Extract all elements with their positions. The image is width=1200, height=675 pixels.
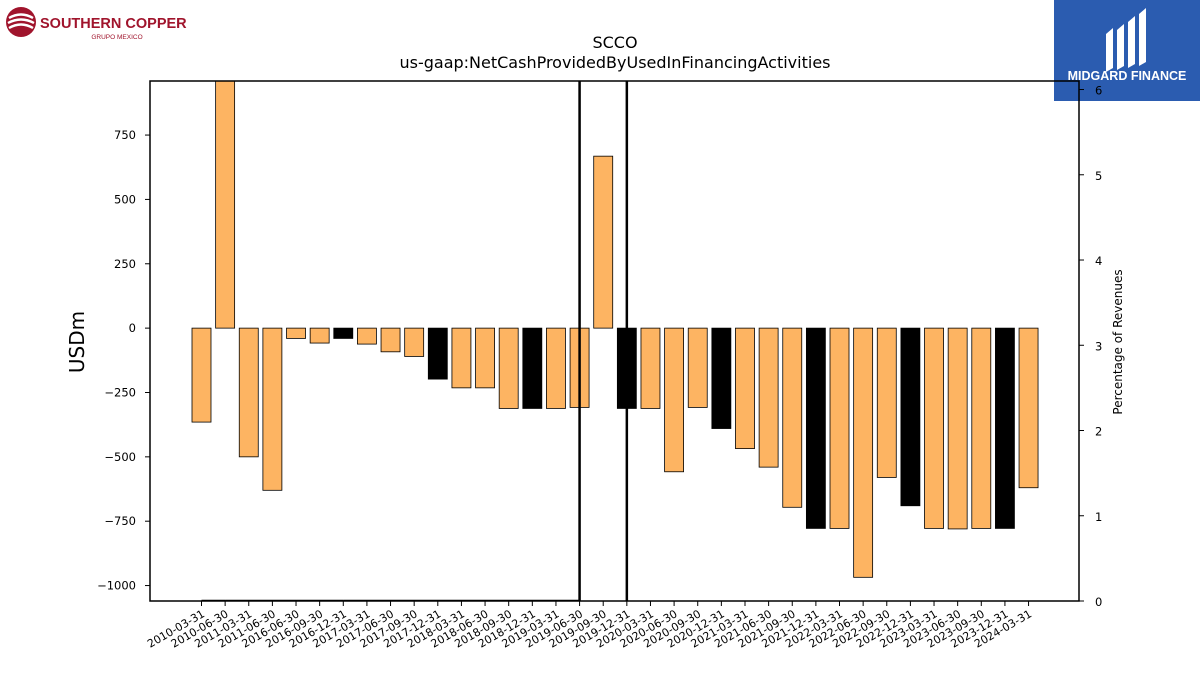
bar xyxy=(498,327,519,409)
bar xyxy=(947,327,968,530)
bar xyxy=(427,327,448,380)
y2-tick-label: 5 xyxy=(1095,169,1102,183)
y-tick-label: −750 xyxy=(104,514,136,528)
y2-tick-label: 3 xyxy=(1095,339,1102,353)
y2-tick-label: 0 xyxy=(1095,595,1102,609)
midgard-finance-logo: MIDGARD FINANCE xyxy=(1054,0,1200,101)
bar xyxy=(262,327,283,491)
bar xyxy=(711,327,732,429)
y-tick-label: 0 xyxy=(129,321,136,335)
bar xyxy=(735,327,755,450)
y-axis-label: USDm xyxy=(65,311,89,373)
y2-axis-label: Percentage of Revenues xyxy=(1111,269,1125,414)
percentage-line xyxy=(201,81,629,601)
bar xyxy=(995,327,1015,529)
y-tick-label: −250 xyxy=(104,385,136,399)
bar xyxy=(664,327,684,473)
y-tick-label: −500 xyxy=(104,450,136,464)
x-axis-ticks: 2010-03-312010-06-302011-03-312011-06-30… xyxy=(145,601,1034,651)
bar xyxy=(357,327,377,345)
bar xyxy=(900,327,921,507)
bar xyxy=(380,327,401,353)
bar xyxy=(238,327,259,458)
southern-copper-logo: SOUTHERN COPPER GRUPO MEXICO xyxy=(4,4,194,44)
svg-text:MIDGARD FINANCE: MIDGARD FINANCE xyxy=(1068,69,1187,83)
bar xyxy=(191,327,212,423)
y2-tick-label: 6 xyxy=(1095,84,1102,98)
bar xyxy=(782,327,803,508)
bar xyxy=(687,327,708,408)
y2-axis-ticks: 0 1 2 3 4 5 6 xyxy=(1079,84,1102,609)
y-tick-label: 750 xyxy=(114,128,136,142)
bar xyxy=(451,327,472,389)
bar xyxy=(829,327,850,529)
bar xyxy=(640,327,661,409)
bar xyxy=(924,327,944,529)
y2-tick-label: 1 xyxy=(1095,510,1102,524)
bar xyxy=(593,155,614,329)
y2-tick-label: 4 xyxy=(1095,254,1102,268)
bar xyxy=(286,327,306,339)
bar xyxy=(971,327,992,529)
chart-subtitle: us-gaap:NetCashProvidedByUsedInFinancing… xyxy=(399,53,830,72)
y2-tick-label: 2 xyxy=(1095,425,1102,439)
bars xyxy=(191,80,1039,578)
bar xyxy=(522,327,543,409)
plot-frame xyxy=(149,80,1080,602)
copper-emblem-icon xyxy=(6,7,36,37)
bar xyxy=(333,327,354,339)
y-tick-label: −1000 xyxy=(97,579,136,593)
bar xyxy=(1018,327,1039,489)
bar xyxy=(758,327,779,468)
bar xyxy=(805,327,826,529)
bar xyxy=(546,327,566,409)
y-tick-label: 500 xyxy=(114,192,136,206)
bar xyxy=(404,327,425,357)
y-tick-label: 250 xyxy=(114,257,136,271)
midgard-emblem-icon xyxy=(1106,8,1146,72)
chart-title: SCCO xyxy=(592,33,637,52)
bar xyxy=(475,327,495,389)
bar xyxy=(309,327,330,344)
svg-text:SOUTHERN COPPER: SOUTHERN COPPER xyxy=(40,16,187,32)
svg-text:GRUPO MEXICO: GRUPO MEXICO xyxy=(91,34,142,41)
bar xyxy=(876,327,897,478)
y-axis-ticks: −1000 −750 −500 −250 0 250 500 750 xyxy=(97,128,150,593)
bar xyxy=(215,80,236,329)
bar xyxy=(853,327,874,578)
